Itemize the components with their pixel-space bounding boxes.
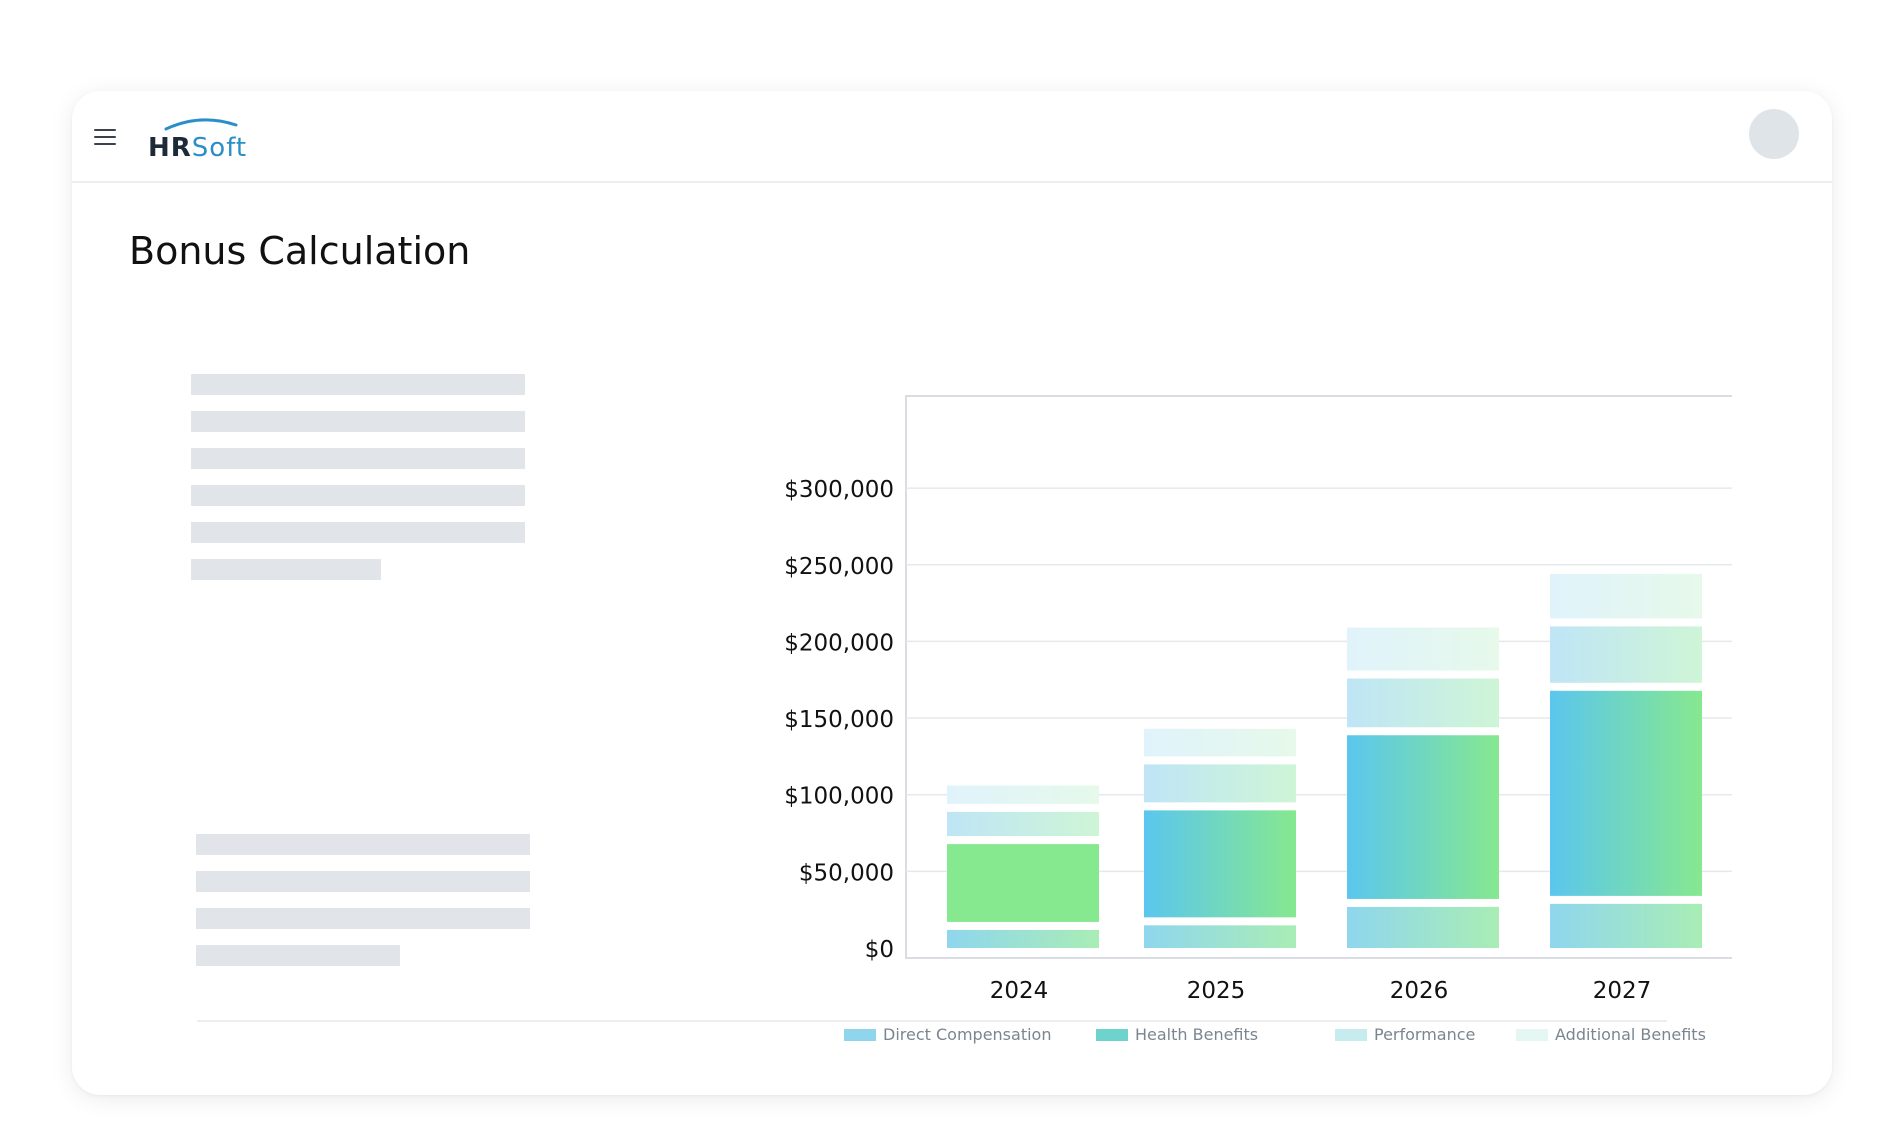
legend-item[interactable]: Health Benefits: [1096, 1025, 1258, 1044]
skeleton-line: [196, 908, 530, 929]
legend-label: Performance: [1374, 1025, 1475, 1044]
legend-label: Additional Benefits: [1555, 1025, 1706, 1044]
x-tick-label: 2024: [990, 978, 1049, 1004]
skeleton-line: [196, 945, 400, 966]
x-tick-label: 2025: [1187, 978, 1246, 1004]
bar-health-benefits-2025[interactable]: [1144, 810, 1296, 918]
skeleton-line: [196, 871, 530, 892]
skeleton-line: [191, 374, 525, 395]
bar-additional-benefits-2025[interactable]: [1144, 728, 1296, 757]
legend-swatch: [1096, 1029, 1128, 1041]
bar-health-benefits-2027[interactable]: [1550, 690, 1702, 896]
y-tick-label: $0: [865, 937, 894, 963]
hamburger-menu-icon[interactable]: [94, 129, 116, 147]
legend-item[interactable]: Additional Benefits: [1516, 1025, 1706, 1044]
skeleton-line: [191, 522, 525, 543]
legend-item[interactable]: Performance: [1335, 1025, 1475, 1044]
hrsoft-logo[interactable]: HRSoft: [148, 115, 258, 165]
bar-additional-benefits-2027[interactable]: [1550, 573, 1702, 619]
plot-frame: [905, 395, 1732, 959]
bar-additional-benefits-2024[interactable]: [947, 785, 1099, 804]
legend-item[interactable]: Direct Compensation: [844, 1025, 1051, 1044]
y-tick-label: $50,000: [799, 860, 894, 886]
bar-additional-benefits-2026[interactable]: [1347, 627, 1499, 671]
skeleton-line: [191, 411, 525, 432]
y-tick-label: $150,000: [784, 707, 894, 733]
legend-swatch: [1335, 1029, 1367, 1041]
logo-hr: HR: [148, 133, 192, 163]
x-tick-label: 2026: [1390, 978, 1449, 1004]
skeleton-line: [191, 448, 525, 469]
bar-direct-compensation-2025[interactable]: [1144, 925, 1296, 948]
y-tick-label: $250,000: [784, 554, 894, 580]
bar-direct-compensation-2027[interactable]: [1550, 903, 1702, 948]
divider: [197, 1020, 1667, 1022]
bar-direct-compensation-2024[interactable]: [947, 929, 1099, 948]
bonus-chart: $0 $50,000 $100,000 $150,000 $200,000 $250,00…: [784, 395, 1732, 1044]
app-header: HRSoft: [72, 91, 1832, 183]
y-tick-label: $100,000: [784, 784, 894, 810]
bar-performance-2024[interactable]: [947, 811, 1099, 837]
y-tick-label: $200,000: [784, 630, 894, 656]
main-card: HRSoft Bonus Calculation: [72, 91, 1832, 1095]
logo-soft: Soft: [191, 133, 248, 163]
page-title: Bonus Calculation: [129, 229, 471, 273]
skeleton-line: [196, 834, 530, 855]
user-avatar[interactable]: [1749, 109, 1799, 159]
logo-arc-icon: [164, 118, 238, 131]
legend-swatch: [1516, 1029, 1548, 1041]
legend-label: Direct Compensation: [883, 1025, 1051, 1044]
x-tick-label: 2027: [1593, 978, 1652, 1004]
y-tick-label: $300,000: [784, 477, 894, 503]
skeleton-line: [191, 559, 381, 580]
bar-direct-compensation-2026[interactable]: [1347, 906, 1499, 948]
bar-performance-2026[interactable]: [1347, 678, 1499, 728]
legend-label: Health Benefits: [1135, 1025, 1258, 1044]
legend-swatch: [844, 1029, 876, 1041]
bar-performance-2027[interactable]: [1550, 626, 1702, 683]
logo-text: HRSoft: [148, 133, 247, 163]
bar-health-benefits-2024[interactable]: [947, 844, 1099, 922]
skeleton-line: [191, 485, 525, 506]
bar-health-benefits-2026[interactable]: [1347, 735, 1499, 899]
bar-performance-2025[interactable]: [1144, 764, 1296, 803]
